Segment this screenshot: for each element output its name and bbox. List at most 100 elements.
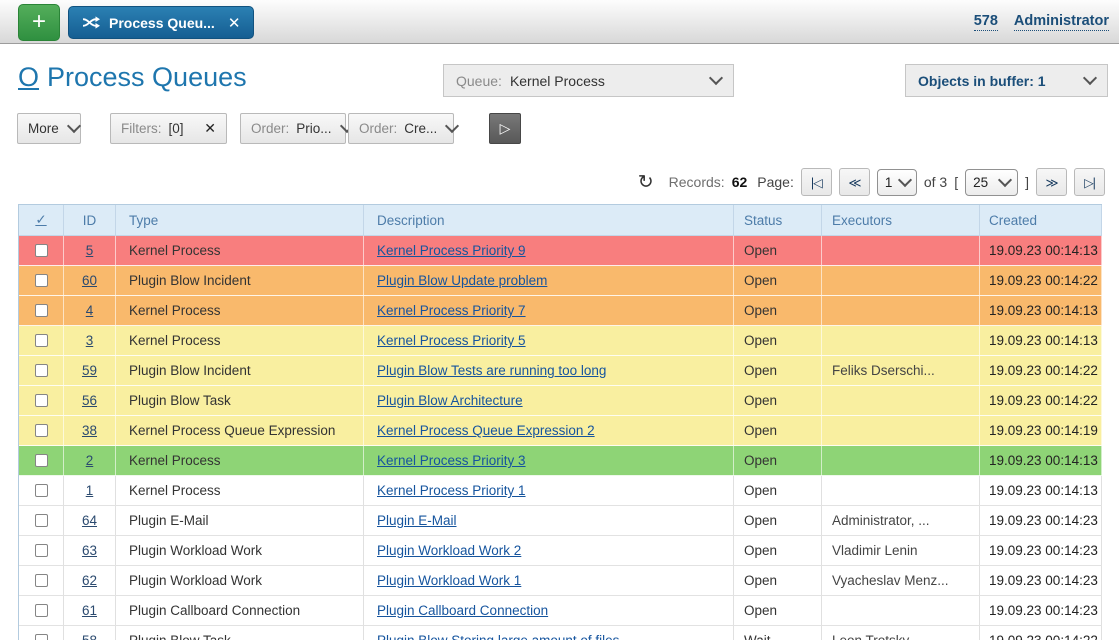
row-checkbox[interactable] — [34, 544, 48, 557]
row-checkbox[interactable] — [34, 334, 48, 347]
top-links: 578 Administrator — [973, 13, 1109, 31]
row-description-link[interactable]: Plugin Workload Work 2 — [377, 543, 522, 558]
row-checkbox[interactable] — [34, 304, 48, 317]
row-created-cell: 19.09.23 00:14:22 — [980, 386, 1102, 415]
row-checkbox[interactable] — [34, 574, 48, 587]
pagination-bar: ↻ Records: 62 Page: |◁ ≪ 1 of 3 [ 25 ] ≫… — [638, 167, 1105, 197]
queue-select-value: Kernel Process — [509, 72, 605, 89]
page-number-select[interactable]: 1 — [876, 168, 917, 196]
row-description-link[interactable]: Plugin Blow Tests are running too long — [377, 363, 607, 378]
row-description-link[interactable]: Kernel Process Priority 9 — [377, 243, 526, 258]
row-id-link[interactable]: 1 — [85, 483, 94, 498]
row-description-link[interactable]: Plugin Workload Work 1 — [377, 573, 522, 588]
filters-label: Filters: — [121, 121, 162, 136]
chevron-down-icon — [898, 172, 913, 188]
select-all-header[interactable]: ✓ — [19, 205, 64, 235]
row-executors-cell — [822, 326, 980, 355]
row-checkbox[interactable] — [34, 514, 48, 527]
next-page-button[interactable]: ≫ — [1036, 168, 1067, 196]
column-header-id[interactable]: ID — [64, 205, 116, 235]
object-type-icon[interactable]: O — [18, 62, 40, 92]
row-executors-cell — [822, 266, 980, 295]
column-header-created[interactable]: Created — [980, 205, 1102, 235]
order-created-select[interactable]: Order: Cre... — [348, 113, 460, 144]
prev-page-button[interactable]: ≪ — [838, 168, 870, 196]
row-description-link[interactable]: Plugin Callboard Connection — [377, 603, 549, 618]
row-id-link[interactable]: 62 — [81, 573, 98, 588]
more-button[interactable]: More — [17, 113, 81, 144]
row-id-link[interactable]: 59 — [81, 363, 98, 378]
page-size-select[interactable]: 25 — [965, 168, 1019, 196]
row-checkbox[interactable] — [34, 274, 48, 287]
add-tab-button[interactable]: + — [18, 4, 60, 41]
row-checkbox[interactable] — [34, 634, 48, 640]
row-checkbox-cell — [19, 236, 64, 265]
queue-select[interactable]: Queue: Kernel Process — [443, 64, 734, 97]
table-row: 4 Kernel Process Kernel Process Priority… — [19, 296, 1102, 326]
row-checkbox[interactable] — [34, 484, 48, 497]
row-type-cell: Kernel Process Queue Expression — [116, 416, 364, 445]
row-executors-cell: Feliks Dserschi... — [822, 356, 980, 385]
row-id-cell: 5 — [64, 236, 116, 265]
row-description-link[interactable]: Kernel Process Priority 3 — [377, 453, 526, 468]
row-id-link[interactable]: 5 — [85, 243, 94, 258]
row-description-link[interactable]: Plugin Blow Architecture — [377, 393, 523, 408]
row-id-link[interactable]: 61 — [81, 603, 98, 618]
row-description-link[interactable]: Kernel Process Priority 5 — [377, 333, 526, 348]
row-id-link[interactable]: 3 — [85, 333, 94, 348]
row-checkbox[interactable] — [34, 454, 48, 467]
row-id-link[interactable]: 2 — [85, 453, 94, 468]
table-row: 61 Plugin Callboard Connection Plugin Ca… — [19, 596, 1102, 626]
user-link[interactable]: Administrator — [1013, 13, 1109, 31]
chevron-down-icon — [998, 172, 1013, 188]
play-icon: ▷ — [499, 120, 511, 136]
row-checkbox[interactable] — [34, 394, 48, 407]
row-id-link[interactable]: 64 — [81, 513, 98, 528]
row-id-link[interactable]: 60 — [81, 273, 98, 288]
row-description-link[interactable]: Kernel Process Queue Expression 2 — [377, 423, 595, 438]
row-description-link[interactable]: Plugin Blow Update problem — [377, 273, 548, 288]
row-checkbox[interactable] — [34, 424, 48, 437]
row-created-cell: 19.09.23 00:14:23 — [980, 566, 1102, 595]
row-created-cell: 19.09.23 00:14:23 — [980, 596, 1102, 625]
row-description-link[interactable]: Plugin Blow Storing large amount of file… — [377, 633, 619, 640]
chevron-down-icon — [445, 118, 460, 134]
tab-process-queues[interactable]: Process Queu... ✕ — [68, 6, 255, 39]
row-id-link[interactable]: 63 — [81, 543, 98, 558]
row-checkbox[interactable] — [34, 244, 48, 257]
first-page-button[interactable]: |◁ — [800, 168, 832, 196]
column-header-executors[interactable]: Executors — [822, 205, 980, 235]
row-description-link[interactable]: Plugin E-Mail — [377, 513, 457, 528]
refresh-icon[interactable]: ↻ — [637, 171, 654, 193]
row-checkbox[interactable] — [34, 364, 48, 377]
row-checkbox-cell — [19, 566, 64, 595]
page-title: O Process Queues — [18, 62, 247, 93]
row-id-cell: 63 — [64, 536, 116, 565]
last-page-button[interactable]: ▷| — [1074, 168, 1105, 196]
row-id-link[interactable]: 4 — [85, 303, 94, 318]
column-header-type[interactable]: Type — [116, 205, 364, 235]
row-type-cell: Kernel Process — [116, 236, 364, 265]
column-header-description[interactable]: Description — [364, 205, 734, 235]
row-description-link[interactable]: Kernel Process Priority 1 — [377, 483, 526, 498]
row-type-cell: Kernel Process — [116, 296, 364, 325]
notifications-count-link[interactable]: 578 — [973, 13, 998, 31]
column-header-status[interactable]: Status — [734, 205, 822, 235]
row-status-cell: Open — [734, 236, 822, 265]
tab-close-icon[interactable]: ✕ — [227, 14, 241, 32]
row-id-link[interactable]: 58 — [82, 633, 97, 640]
row-checkbox[interactable] — [34, 604, 48, 617]
row-id-link[interactable]: 56 — [81, 393, 98, 408]
row-id-link[interactable]: 38 — [81, 423, 98, 438]
filters-button[interactable]: Filters: [0] ✕ — [110, 113, 227, 144]
row-executors-cell — [822, 296, 980, 325]
row-status-cell: Open — [734, 476, 822, 505]
row-executors-cell — [822, 596, 980, 625]
order-priority-select[interactable]: Order: Prio... — [240, 113, 354, 144]
row-created-cell: 19.09.23 00:14:23 — [980, 506, 1102, 535]
objects-in-buffer-select[interactable]: Objects in buffer: 1 — [905, 64, 1108, 97]
filters-clear-icon[interactable]: ✕ — [204, 120, 216, 136]
run-button[interactable]: ▷ — [489, 113, 521, 144]
row-description-link[interactable]: Kernel Process Priority 7 — [377, 303, 526, 318]
